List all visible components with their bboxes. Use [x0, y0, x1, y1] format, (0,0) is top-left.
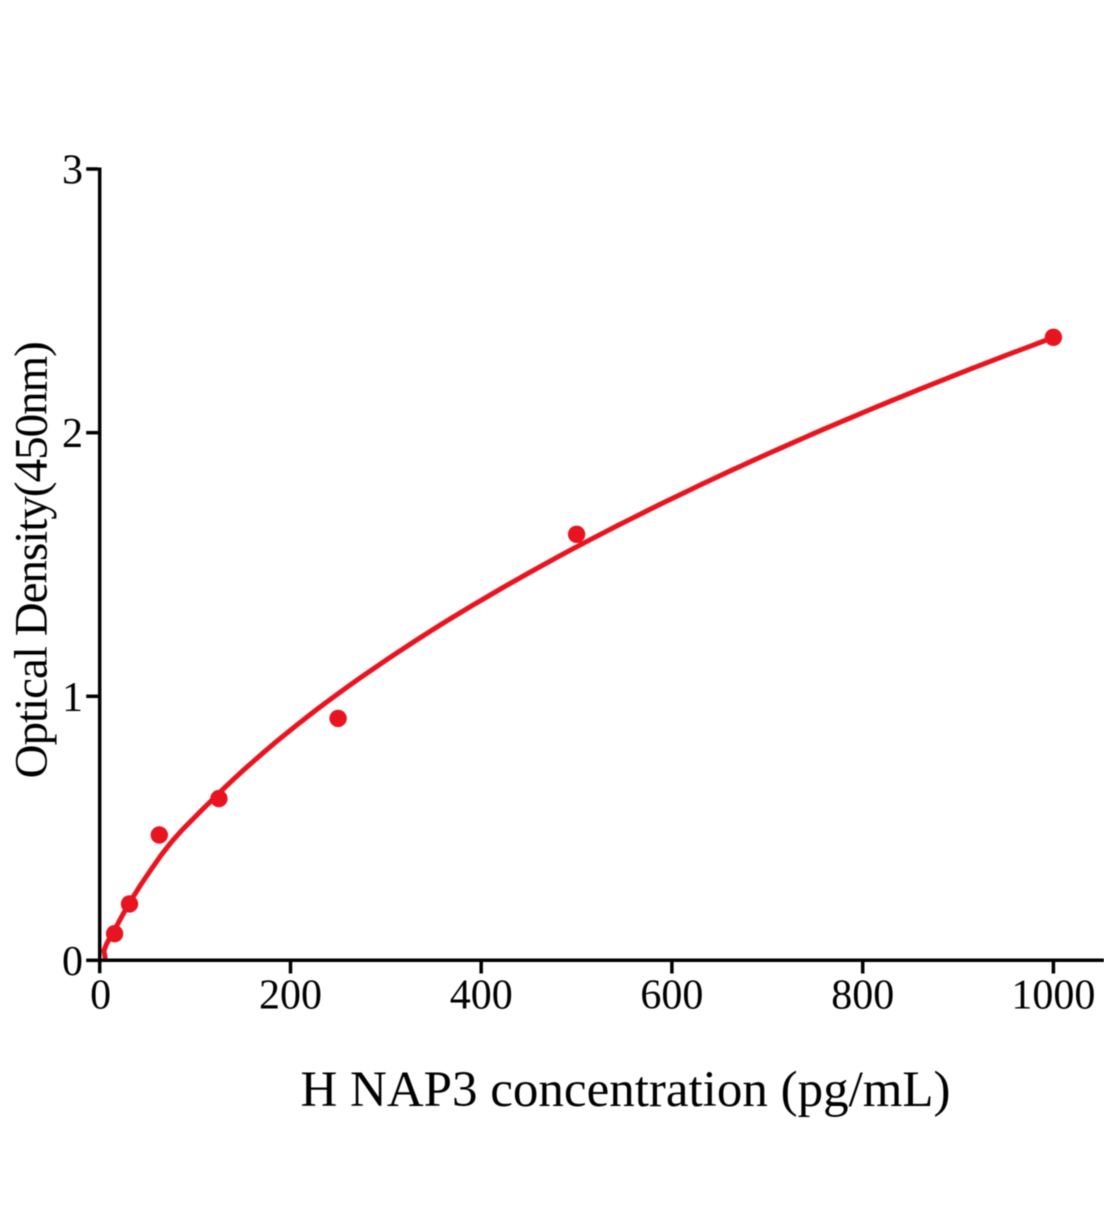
svg-text:3: 3 — [62, 148, 83, 194]
svg-text:200: 200 — [259, 973, 322, 1019]
svg-text:0: 0 — [90, 973, 111, 1019]
svg-text:1: 1 — [62, 675, 83, 721]
svg-text:Optical Density(450nm): Optical Density(450nm) — [6, 342, 58, 778]
svg-text:600: 600 — [640, 973, 703, 1019]
svg-text:0: 0 — [62, 939, 83, 985]
svg-text:400: 400 — [450, 973, 513, 1019]
svg-text:800: 800 — [831, 973, 894, 1019]
svg-text:H NAP3 concentration (pg/mL): H NAP3 concentration (pg/mL) — [300, 1062, 950, 1118]
svg-text:1000: 1000 — [1011, 973, 1095, 1019]
svg-text:2: 2 — [62, 411, 83, 457]
